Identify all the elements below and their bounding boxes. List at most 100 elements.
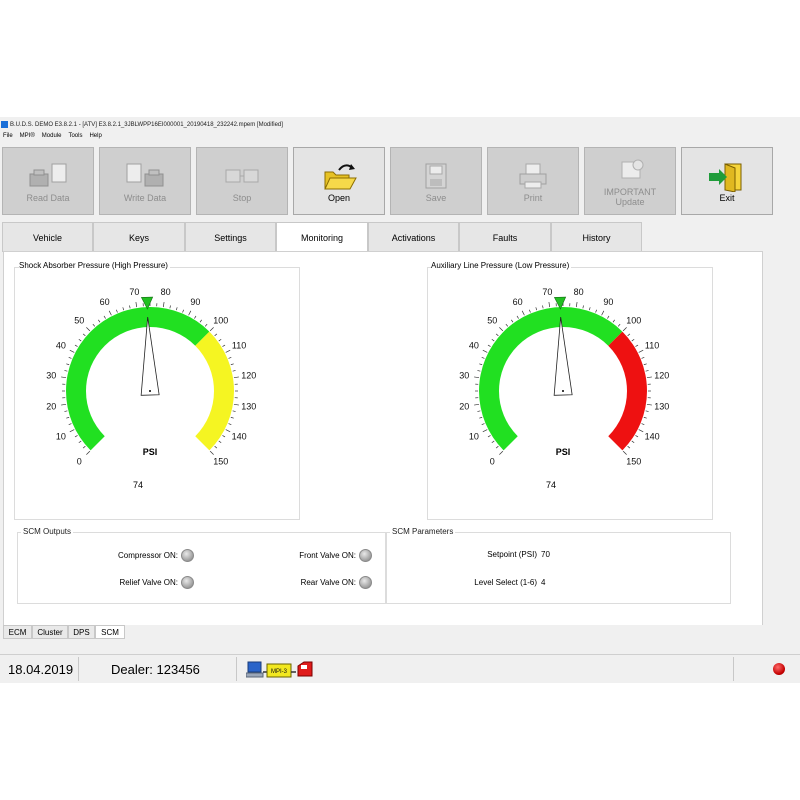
tab-vehicle[interactable]: Vehicle [2,222,93,252]
aux-gauge-tick-label: 60 [513,297,523,307]
tab-history[interactable]: History [551,222,642,252]
front-valve-label: Front Valve ON: [299,551,356,560]
shock-gauge-tick [162,302,165,308]
aux-gauge-tick [643,363,647,366]
aux-gauge-tick-label: 130 [654,402,669,412]
important-update-button[interactable]: IMPORTANT Update [584,147,676,215]
shock-gauge-needle [140,316,160,396]
update-label: Update [615,197,645,207]
aux-gauge-tick [588,307,591,311]
aux-gauge-tick [474,376,480,379]
print-button[interactable]: Print [487,147,579,215]
auxiliary-line-gauge-box: 0 10 20 30 40 50 60 70 80 90 100 110 120 130 140 150 PSI… [427,267,713,520]
aux-gauge-tick [491,338,495,342]
update-icon [621,159,644,179]
shock-gauge-needle-hub [149,390,151,392]
save-button[interactable]: Save [390,147,482,215]
save-label: Save [425,193,447,203]
tab-faults[interactable]: Faults [459,222,551,252]
shock-gauge-tick [214,333,218,337]
subtab-cluster[interactable]: Cluster [32,625,68,639]
tab-monitoring[interactable]: Monitoring [276,222,368,252]
shock-gauge-tick-label: 60 [100,297,110,307]
menu-tools[interactable]: Tools [68,133,83,139]
aux-gauge-tick-label: 40 [469,341,479,351]
shock-gauge-tick [233,403,239,406]
setpoint-label: Setpoint (PSI) [487,550,537,559]
shock-gauge-tick-label: 50 [74,315,84,325]
shock-gauge-zone-1 [195,331,235,451]
shock-gauge-tick [214,445,218,449]
aux-gauge-tick [635,344,639,347]
read-data-label: Read Data [26,193,70,203]
aux-gauge-tick [516,315,519,319]
scm-outputs-group: SCM Outputs Compressor ON: Relief Valve … [17,527,386,604]
menu-mpi[interactable]: MPI® [19,133,35,139]
subtab-ecm[interactable]: ECM [3,625,32,639]
write-data-button[interactable]: Write Data [99,147,191,215]
auxiliary-line-gauge: 0 10 20 30 40 50 60 70 80 90 100 110 120 130 140 150 PSI… [459,287,669,490]
tab-activations[interactable]: Activations [368,222,459,252]
main-tabs: Vehicle Keys Settings Monitoring Activat… [0,222,800,252]
exit-label: Exit [719,193,735,203]
aux-gauge-tick [477,410,481,412]
aux-gauge-tick-label: 70 [542,287,552,297]
stop-button[interactable]: Stop [196,147,288,215]
aux-gauge-tick [627,333,631,337]
shock-gauge-tick-label: 70 [129,287,139,297]
aux-gauge-tick [495,445,499,449]
connection-led [773,663,785,675]
subtab-scm[interactable]: SCM [95,625,125,639]
read-data-button[interactable]: Read Data [2,147,94,215]
scm-outputs-title: SCM Outputs [21,527,74,536]
aux-gauge-tick [491,440,495,444]
menu-module[interactable]: Module [41,133,62,139]
menu-help[interactable]: Help [89,133,102,139]
aux-gauge-tick [617,323,621,327]
stop-icon [225,169,259,183]
aux-gauge-needle-hub [562,390,564,392]
aux-gauge-tick [627,445,631,449]
shock-gauge-tick-label: 30 [46,370,56,380]
shock-gauge-tick [218,440,222,444]
exit-button[interactable]: Exit [681,147,773,215]
shock-gauge-zone-0 [66,307,210,451]
app-window: B.U.D.S. DEMO E3.8.2.1 - [ATV] E3.8.2.1_… [0,117,800,683]
aux-gauge-tick [575,302,578,308]
shock-gauge-tick [222,344,226,347]
aux-gauge-tick [481,357,485,359]
shock-gauge-tick [230,416,234,419]
tab-keys[interactable]: Keys [93,222,185,252]
shock-gauge-tick-label: 10 [56,431,66,441]
open-button[interactable]: Open [293,147,385,215]
shock-gauge-tick [74,435,78,438]
shock-gauge-tick [68,357,72,359]
aux-gauge-tick [631,338,635,342]
shock-gauge-tick [225,429,231,433]
aux-gauge-tick-label: 80 [574,287,584,297]
aux-gauge-tick-label: 110 [645,341,659,351]
shock-gauge-tick [61,403,67,406]
menu-file[interactable]: File [3,133,13,139]
shock-gauge-tick-label: 20 [46,402,56,412]
aux-gauge-zone-0 [479,307,623,451]
shock-gauge-tick-label: 150 [213,457,228,467]
aux-gauge-tick [499,450,504,455]
compressor-indicator [181,549,194,562]
aux-gauge-tick-label: 120 [654,370,669,380]
aux-gauge-tick [481,423,485,425]
shock-gauge-tick [78,440,82,444]
subtab-dps[interactable]: DPS [68,625,95,639]
aux-gauge-tick [612,319,616,323]
shock-gauge-tick [116,309,118,313]
shock-gauge-tick [209,450,214,455]
aux-gauge-value-readout: 74 [546,480,556,490]
shock-gauge-tick [209,327,214,332]
shock-gauge-unit-label: PSI [143,447,158,457]
shock-absorber-gauge-box: 0 10 20 30 40 50 60 70 80 90 100 110 120 130 140 150 PSI… [14,267,300,520]
shock-gauge-tick [169,305,171,309]
shock-gauge-tick [232,370,236,372]
shock-gauge-tick [92,323,96,327]
aux-gauge-tick [535,307,538,311]
tab-settings[interactable]: Settings [185,222,276,252]
